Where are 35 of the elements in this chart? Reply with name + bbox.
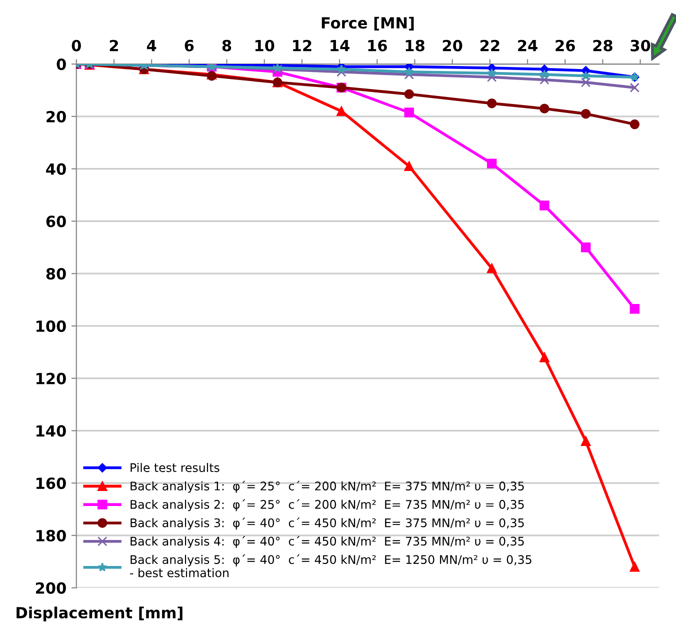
y-tick-label: 120 xyxy=(36,372,66,384)
x-axis-title: Force [MN] xyxy=(322,16,414,30)
y-tick-label: 140 xyxy=(36,425,66,437)
legend-label: Back analysis 4: φ´= 40° c´= 450 kN/m² E= 735 MN/m² υ = 0,35 xyxy=(130,536,524,548)
x-tick-label: 14 xyxy=(330,40,350,52)
y-tick-label: 60 xyxy=(46,216,66,228)
x-tick-label: 2 xyxy=(110,40,118,52)
legend-label: Back analysis 2: φ´= 25° c´= 200 kN/m² E= 735 MN/m² υ = 0,35 xyxy=(130,499,524,512)
x-tick-label: 22 xyxy=(480,40,500,52)
x-tick-label: 18 xyxy=(406,40,424,52)
x-tick-label: 4 xyxy=(146,40,156,52)
y-tick-label: 100 xyxy=(36,320,66,332)
x-tick-label: 12 xyxy=(293,40,312,52)
legend-label: Back analysis 3: φ´= 40° c´= 450 kN/m² E= 375 MN/m² υ = 0,35 xyxy=(130,518,524,530)
x-tick-label: 26 xyxy=(556,40,575,52)
legend-label: Pile test results xyxy=(130,462,220,472)
x-tick-label: 20 xyxy=(442,40,462,52)
y-tick-label: 20 xyxy=(46,110,66,122)
legend-label: Back analysis 1: φ´= 25° c´= 200 kN/m² E= 375 MN/m² υ = 0,35 xyxy=(130,480,524,493)
y-tick-label: 180 xyxy=(36,530,66,542)
x-tick-label: 8 xyxy=(222,40,232,52)
x-tick-label: 10 xyxy=(255,40,274,52)
y-tick-label: 40 xyxy=(46,163,66,175)
y-tick-label: 0 xyxy=(56,58,66,70)
x-tick-label: 6 xyxy=(184,40,194,52)
x-tick-label: 30 xyxy=(630,40,650,52)
x-tick-label: 28 xyxy=(593,40,612,52)
y-tick-label: 200 xyxy=(36,582,66,594)
x-tick-label: 16 xyxy=(368,40,387,52)
x-tick-label: 24 xyxy=(518,40,538,52)
x-tick-label: 0 xyxy=(72,40,81,52)
y-axis-title: Displacement [mm] xyxy=(16,606,182,622)
y-tick-label: 160 xyxy=(36,478,66,490)
legend-label: Back analysis 5: φ´= 40° c´= 450 kN/m² E= 1250 MN/m² υ = 0,35 - best estimation xyxy=(130,554,532,578)
y-tick-label: 80 xyxy=(46,268,66,280)
